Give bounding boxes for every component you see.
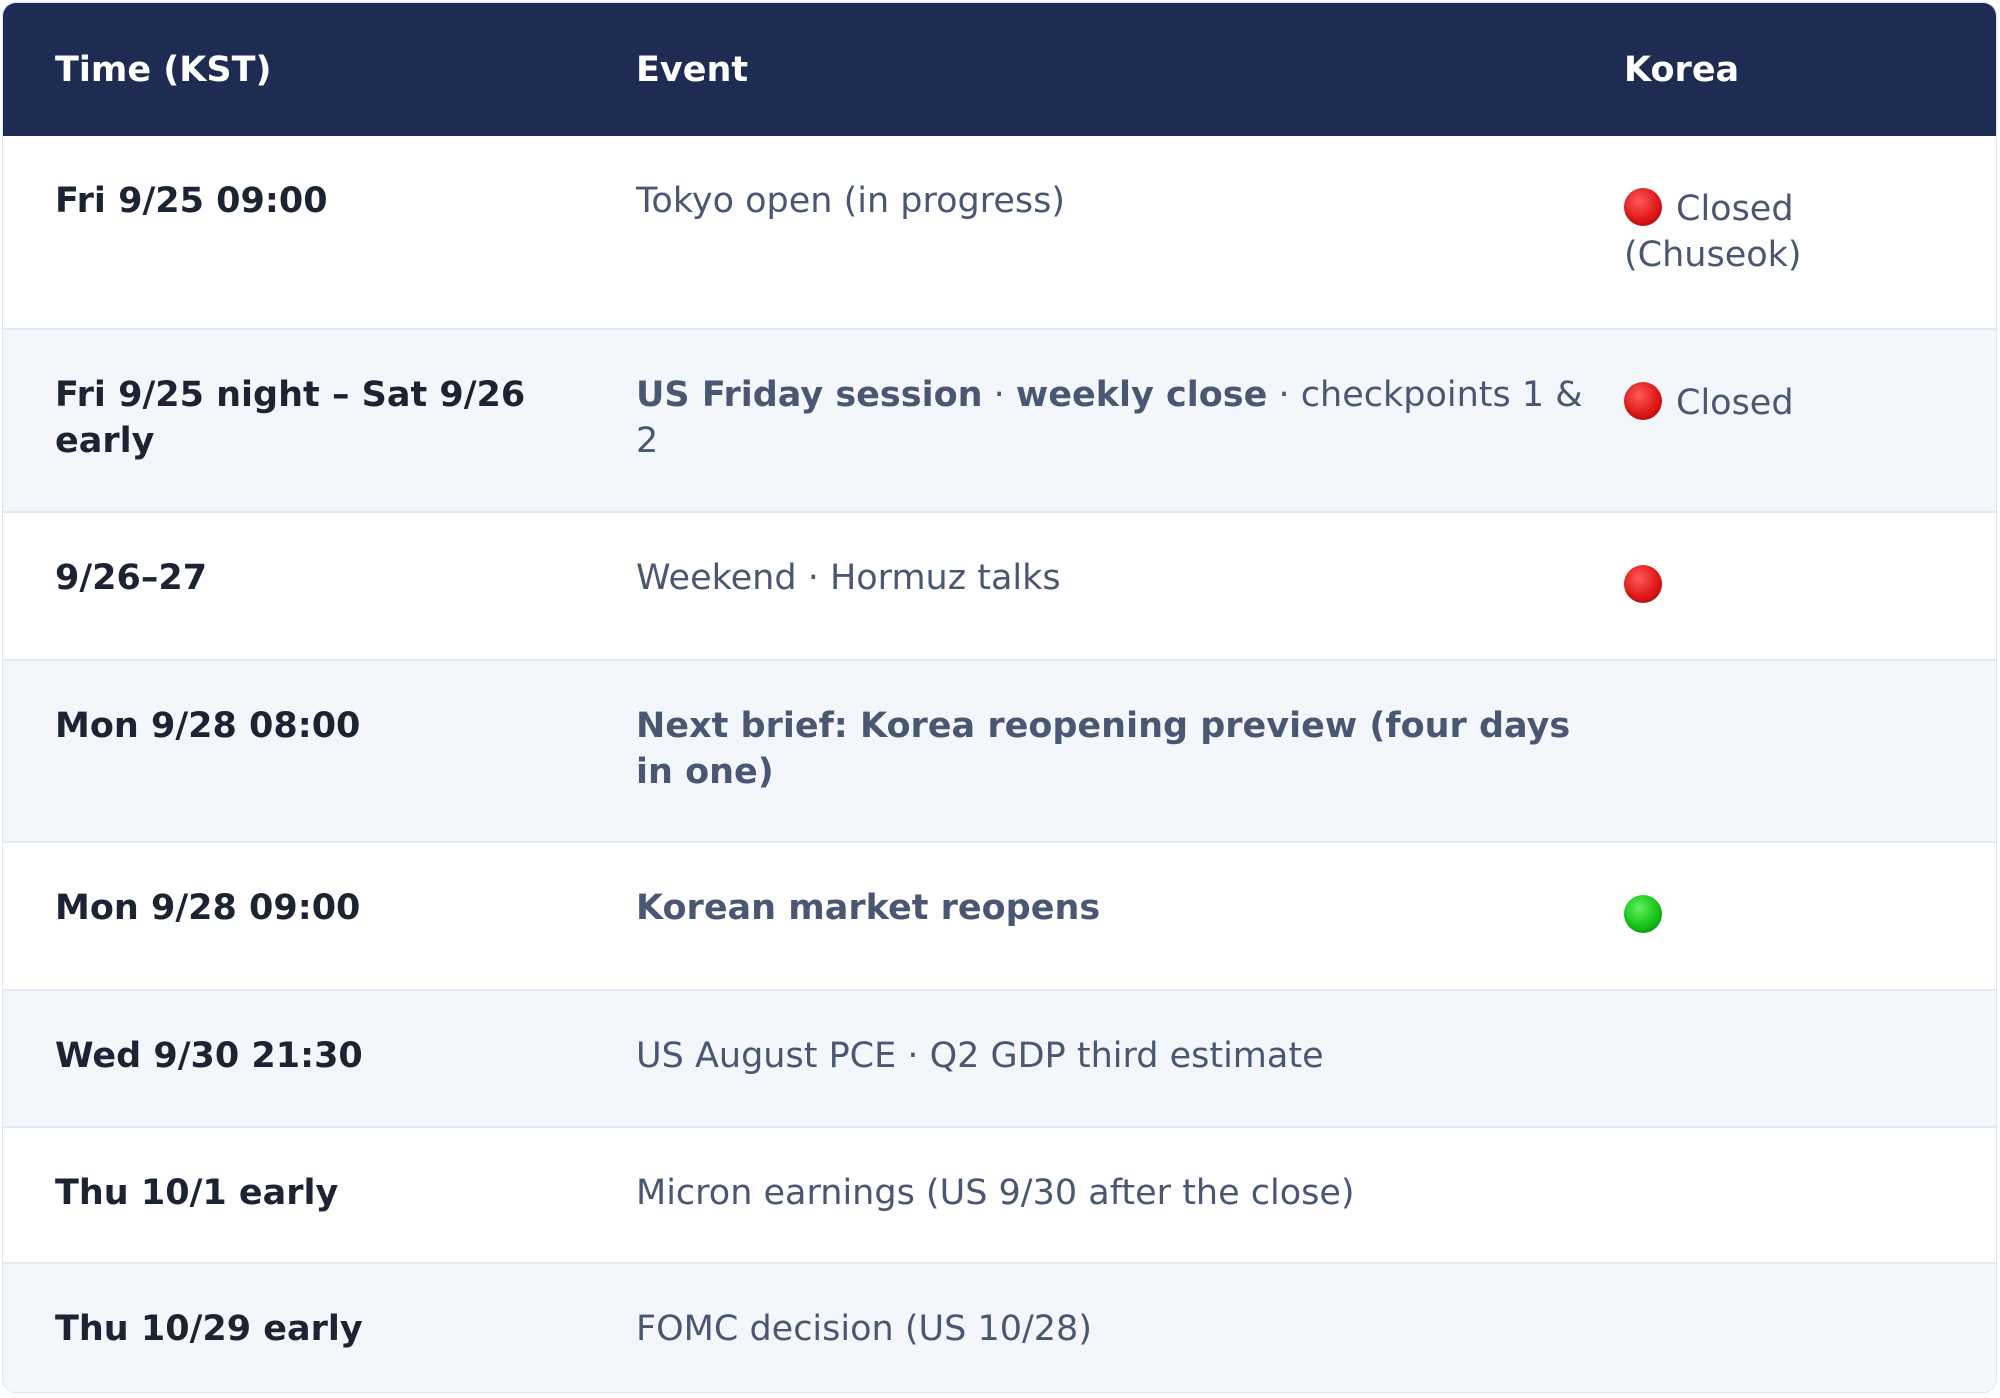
closed-status-icon [1624, 188, 1662, 226]
row-time: Thu 10/1 early [55, 1173, 339, 1213]
row-event: Korean market reopens [636, 888, 1101, 928]
closed-status-icon [1624, 382, 1662, 420]
row-time: 9/26–27 [55, 558, 208, 598]
header-event: Event [636, 49, 749, 90]
row-korea-status [1624, 1264, 1996, 1392]
korea-status-note: (Chuseok) [1624, 235, 1802, 275]
row-event: Tokyo open (in progress) [636, 181, 1066, 221]
header-korea: Korea [1624, 49, 1740, 90]
table-row: 9/26–27 Weekend · Hormuz talks [3, 513, 1996, 661]
table-row: Fri 9/25 night – Sat 9/26 early US Frida… [3, 330, 1996, 513]
table-row: Thu 10/1 early Micron earnings (US 9/30 … [3, 1128, 1996, 1264]
row-time: Fri 9/25 night – Sat 9/26 early [55, 375, 526, 461]
event-detail: checkpoints 1 & 2 [636, 375, 1583, 461]
row-event: US Friday session · weekly close · check… [636, 330, 1624, 511]
open-status-icon [1624, 895, 1662, 933]
row-event: FOMC decision (US 10/28) [636, 1309, 1092, 1349]
table-row: Mon 9/28 08:00 Next brief: Korea reopeni… [3, 661, 1996, 843]
row-event: Micron earnings (US 9/30 after the close… [636, 1173, 1355, 1213]
event-highlight: US Friday session [636, 375, 983, 415]
korea-status-label: Closed [1676, 383, 1794, 423]
event-separator: · [1267, 375, 1301, 415]
row-time: Mon 9/28 09:00 [55, 888, 361, 928]
table-row: Fri 9/25 09:00 Tokyo open (in progress) … [3, 136, 1996, 330]
row-event: Weekend · Hormuz talks [636, 558, 1061, 598]
row-korea-status [1624, 991, 1996, 1126]
row-korea-status: Closed [1624, 330, 1996, 511]
row-korea-status [1624, 661, 1996, 841]
table-row: Mon 9/28 09:00 Korean market reopens [3, 843, 1996, 991]
header-time: Time (KST) [55, 49, 272, 90]
row-event: Next brief: Korea reopening preview (fou… [636, 706, 1571, 792]
row-korea-status [1624, 843, 1996, 989]
table-row: Wed 9/30 21:30 US August PCE · Q2 GDP th… [3, 991, 1996, 1128]
row-time: Thu 10/29 early [55, 1309, 363, 1349]
row-time: Wed 9/30 21:30 [55, 1036, 363, 1076]
event-highlight: weekly close [1015, 375, 1268, 415]
row-time: Mon 9/28 08:00 [55, 706, 361, 746]
row-korea-status [1624, 1128, 1996, 1262]
table-header: Time (KST) Event Korea [3, 3, 1996, 136]
event-separator: · [982, 375, 1016, 415]
row-event: US August PCE · Q2 GDP third estimate [636, 1036, 1324, 1076]
table-row: Thu 10/29 early FOMC decision (US 10/28) [3, 1264, 1996, 1392]
row-time: Fri 9/25 09:00 [55, 181, 328, 221]
closed-status-icon [1624, 565, 1662, 603]
korea-status-label: Closed [1676, 189, 1794, 229]
row-korea-status [1624, 513, 1996, 659]
row-korea-status: Closed (Chuseok) [1624, 136, 1996, 328]
